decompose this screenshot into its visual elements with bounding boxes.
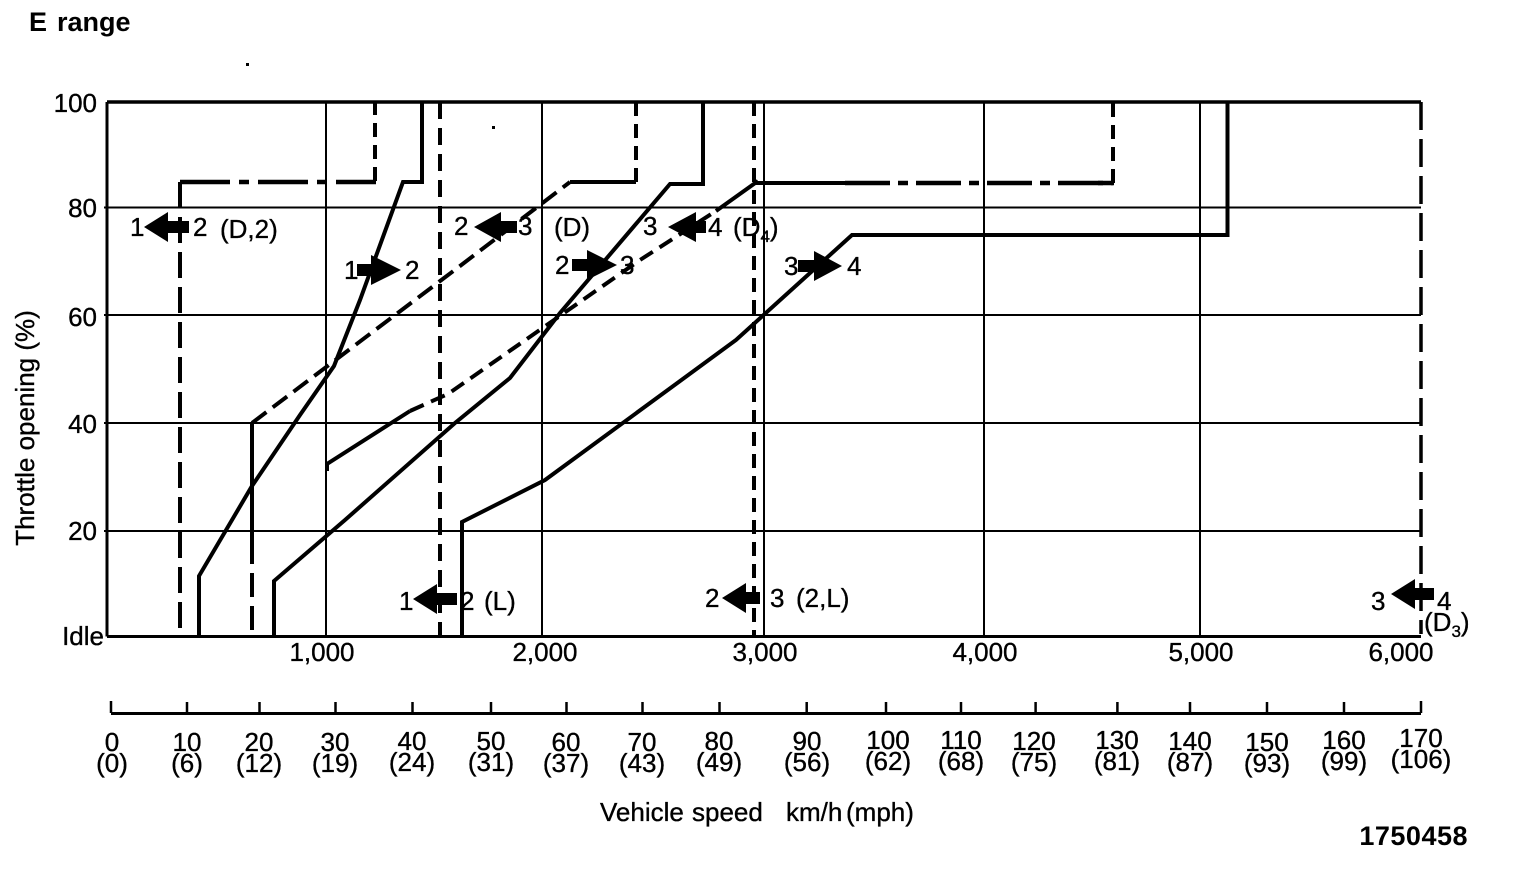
svg-text:60: 60 [68, 302, 97, 332]
svg-text:6,000: 6,000 [1368, 637, 1433, 667]
svg-text:3,000: 3,000 [732, 637, 797, 667]
svg-text:(37): (37) [543, 748, 589, 778]
svg-text:(87): (87) [1167, 747, 1213, 777]
svg-text:3: 3 [518, 211, 532, 241]
svg-text:110: 110 [940, 725, 981, 755]
svg-text:140: 140 [1168, 726, 1211, 756]
svg-text:2: 2 [405, 255, 419, 285]
svg-text:(L): (L) [484, 586, 516, 616]
svg-text:(D): (D) [554, 212, 590, 242]
svg-text:4,000: 4,000 [952, 637, 1017, 667]
svg-text:10: 10 [173, 727, 202, 757]
svg-text:(D,2): (D,2) [220, 214, 278, 244]
svg-text:30: 30 [321, 727, 350, 757]
svg-text:(62): (62) [865, 746, 911, 776]
svg-text:40: 40 [68, 409, 97, 439]
svg-text:(24): (24) [389, 747, 435, 777]
svg-text:170: 170 [1399, 723, 1442, 753]
svg-text:0: 0 [105, 727, 119, 757]
svg-text:2: 2 [460, 586, 474, 616]
svg-text:2: 2 [193, 212, 207, 242]
svg-text:50: 50 [477, 726, 506, 756]
svg-text:160: 160 [1322, 725, 1365, 755]
svg-text:20: 20 [68, 516, 97, 546]
svg-text:60: 60 [552, 727, 581, 757]
svg-text:(106): (106) [1391, 744, 1452, 774]
svg-text:2: 2 [555, 250, 569, 280]
svg-text:130: 130 [1095, 725, 1138, 755]
svg-text:3: 3 [770, 583, 784, 613]
svg-text:20: 20 [245, 727, 274, 757]
svg-text:90: 90 [793, 726, 822, 756]
svg-text:100: 100 [54, 88, 97, 118]
svg-text:1750458: 1750458 [1359, 821, 1468, 851]
svg-text:1: 1 [399, 586, 413, 616]
svg-text:(81): (81) [1094, 746, 1140, 776]
svg-text:(12): (12) [236, 748, 282, 778]
svg-text:(D3): (D3) [1424, 607, 1470, 641]
svg-text:(56): (56) [784, 747, 830, 777]
svg-text:(2,L): (2,L) [796, 583, 849, 613]
svg-text:2: 2 [705, 583, 719, 613]
svg-text:2: 2 [454, 211, 468, 241]
svg-text:(99): (99) [1321, 746, 1367, 776]
svg-text:(31): (31) [468, 747, 514, 777]
svg-text:1: 1 [130, 212, 144, 242]
svg-text:(75): (75) [1011, 747, 1057, 777]
svg-text:2,000: 2,000 [512, 637, 577, 667]
svg-text:Idle: Idle [62, 621, 104, 651]
svg-text:(19): (19) [312, 748, 358, 778]
svg-text:4: 4 [847, 251, 861, 281]
svg-text:3: 3 [620, 250, 634, 280]
svg-text:(6): (6) [171, 748, 203, 778]
svg-text:(68): (68) [938, 746, 984, 776]
svg-text:(93): (93) [1244, 748, 1290, 778]
svg-text:70: 70 [628, 727, 657, 757]
svg-text:(49): (49) [696, 747, 742, 777]
svg-text:4: 4 [708, 212, 722, 242]
svg-text:80: 80 [68, 193, 97, 223]
svg-text:5,000: 5,000 [1168, 637, 1233, 667]
svg-text:(D4): (D4) [733, 212, 779, 246]
svg-text:3: 3 [1371, 586, 1385, 616]
svg-text:Throttle opening (%): Throttle opening (%) [10, 310, 40, 546]
svg-text:150: 150 [1245, 727, 1288, 757]
svg-text:80: 80 [705, 726, 734, 756]
svg-text:(43): (43) [619, 748, 665, 778]
svg-text:40: 40 [398, 726, 427, 756]
svg-text:4: 4 [1437, 586, 1451, 616]
svg-text:1,000: 1,000 [289, 637, 354, 667]
svg-text:(0): (0) [96, 748, 128, 778]
svg-text:120: 120 [1012, 726, 1055, 756]
svg-text:1: 1 [344, 255, 358, 285]
svg-text:3: 3 [784, 251, 798, 281]
svg-text:100: 100 [866, 725, 909, 755]
svg-text:3: 3 [643, 211, 657, 241]
